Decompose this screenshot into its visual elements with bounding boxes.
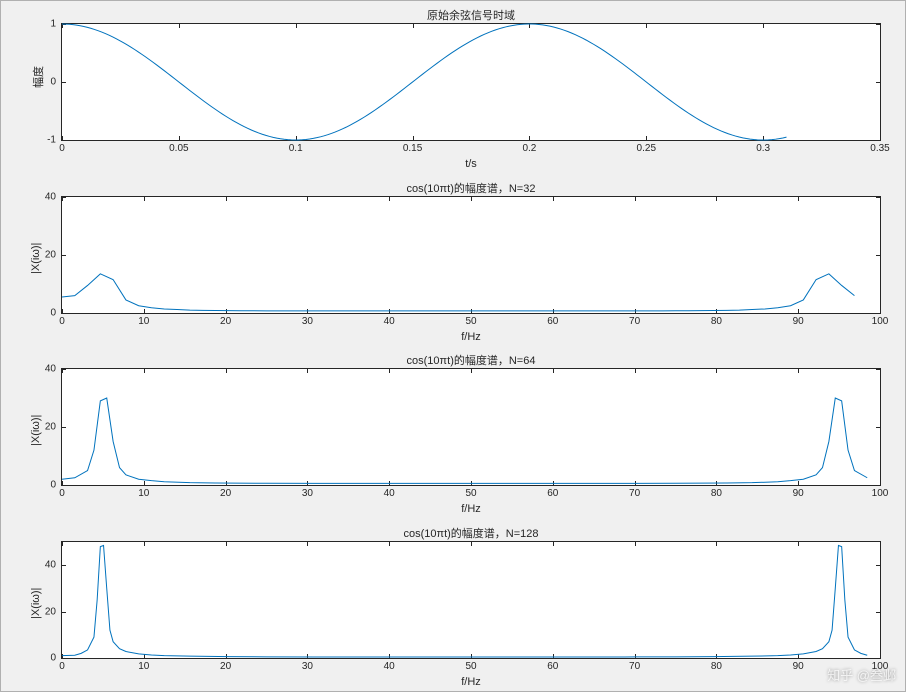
xtick-label: 50 <box>465 316 476 327</box>
plot-line <box>62 197 880 313</box>
series-line <box>62 545 867 656</box>
series-line <box>62 398 867 483</box>
ytick-label: 40 <box>45 364 56 375</box>
ytick-label: 20 <box>45 606 56 617</box>
axes-title: cos(10πt)的幅度谱，N=128 <box>62 525 880 541</box>
xtick-label: 70 <box>629 661 640 672</box>
ytick-mark <box>62 313 66 314</box>
xtick-label: 50 <box>465 661 476 672</box>
xtick-label: 60 <box>547 661 558 672</box>
x-axis-label: f/Hz <box>62 503 880 515</box>
xtick-label: 100 <box>872 488 889 499</box>
ytick-label: 40 <box>45 192 56 203</box>
xtick-label: 90 <box>793 661 804 672</box>
xtick-label: 0.25 <box>637 143 656 154</box>
xtick-label: 100 <box>872 316 889 327</box>
y-axis-label: |X(iω)| <box>30 415 42 446</box>
xtick-label: 0.1 <box>289 143 303 154</box>
xtick-label: 100 <box>872 661 889 672</box>
ytick-label: 0 <box>50 653 56 664</box>
ytick-mark <box>62 485 66 486</box>
ytick-mark-right <box>876 485 880 486</box>
ytick-mark-right <box>876 313 880 314</box>
xtick-label: 0 <box>59 143 65 154</box>
xtick-label: 80 <box>711 661 722 672</box>
xtick-label: 0 <box>59 316 65 327</box>
xtick-label: 80 <box>711 316 722 327</box>
xtick-label: 70 <box>629 316 640 327</box>
axes-4: cos(10πt)的幅度谱，N=128f/Hz|X(iω)|0102030405… <box>61 541 881 659</box>
axes-title: 原始余弦信号时域 <box>62 7 880 23</box>
series-line <box>62 274 854 311</box>
xtick-label: 20 <box>220 488 231 499</box>
axes-title: cos(10πt)的幅度谱，N=64 <box>62 352 880 368</box>
xtick-label: 0.35 <box>870 143 889 154</box>
xtick-label: 20 <box>220 661 231 672</box>
ytick-label: 0 <box>50 480 56 491</box>
xtick-mark <box>880 136 881 140</box>
ytick-label: -1 <box>47 135 56 146</box>
xtick-label: 10 <box>138 316 149 327</box>
y-axis-label: |X(iω)| <box>30 243 42 274</box>
y-axis-label: 幅度 <box>30 66 46 88</box>
x-axis-label: f/Hz <box>62 676 880 688</box>
x-axis-label: f/Hz <box>62 331 880 343</box>
x-axis-label: t/s <box>62 158 880 170</box>
ytick-mark <box>62 658 66 659</box>
xtick-label: 40 <box>384 661 395 672</box>
xtick-label: 30 <box>302 661 313 672</box>
xtick-label: 10 <box>138 661 149 672</box>
xtick-label: 40 <box>384 316 395 327</box>
xtick-label: 0 <box>59 661 65 672</box>
xtick-label: 70 <box>629 488 640 499</box>
xtick-label: 0.2 <box>522 143 536 154</box>
matlab-figure: 原始余弦信号时域 t/s 幅度 0 0.05 0.1 0.15 0.2 0.25 0.3 0.35 -… <box>0 0 906 692</box>
xtick-label: 0 <box>59 488 65 499</box>
series-line <box>62 24 787 140</box>
plot-line <box>62 542 880 658</box>
xtick-label: 80 <box>711 488 722 499</box>
xtick-mark <box>880 309 881 313</box>
xtick-mark-top <box>880 24 881 28</box>
xtick-label: 10 <box>138 488 149 499</box>
axes-3: cos(10πt)的幅度谱，N=64f/Hz|X(iω)|01020304050… <box>61 368 881 486</box>
plot-line <box>62 24 880 140</box>
xtick-label: 50 <box>465 488 476 499</box>
xtick-label: 60 <box>547 316 558 327</box>
ytick-mark-right <box>876 658 880 659</box>
xtick-label: 0.3 <box>756 143 770 154</box>
xtick-mark <box>880 481 881 485</box>
ytick-label: 20 <box>45 422 56 433</box>
xtick-label: 90 <box>793 316 804 327</box>
xtick-label: 30 <box>302 316 313 327</box>
xtick-label: 0.15 <box>403 143 422 154</box>
ytick-label: 0 <box>50 77 56 88</box>
ytick-label: 40 <box>45 560 56 571</box>
xtick-label: 30 <box>302 488 313 499</box>
ytick-label: 0 <box>50 308 56 319</box>
ytick-mark-right <box>876 140 880 141</box>
xtick-mark-top <box>880 542 881 546</box>
xtick-label: 0.05 <box>169 143 188 154</box>
xtick-label: 90 <box>793 488 804 499</box>
ytick-label: 20 <box>45 250 56 261</box>
xtick-mark-top <box>880 369 881 373</box>
xtick-mark-top <box>880 197 881 201</box>
y-axis-label: |X(iω)| <box>30 588 42 619</box>
axes-1: 原始余弦信号时域t/s幅度00.050.10.150.20.250.30.35-… <box>61 23 881 141</box>
axes-2: cos(10πt)的幅度谱，N=32f/Hz|X(iω)|01020304050… <box>61 196 881 314</box>
xtick-label: 20 <box>220 316 231 327</box>
xtick-label: 60 <box>547 488 558 499</box>
ytick-label: 1 <box>50 19 56 30</box>
plot-line <box>62 369 880 485</box>
ytick-mark <box>62 140 66 141</box>
axes-title: cos(10πt)的幅度谱，N=32 <box>62 180 880 196</box>
xtick-mark <box>880 654 881 658</box>
xtick-label: 40 <box>384 488 395 499</box>
